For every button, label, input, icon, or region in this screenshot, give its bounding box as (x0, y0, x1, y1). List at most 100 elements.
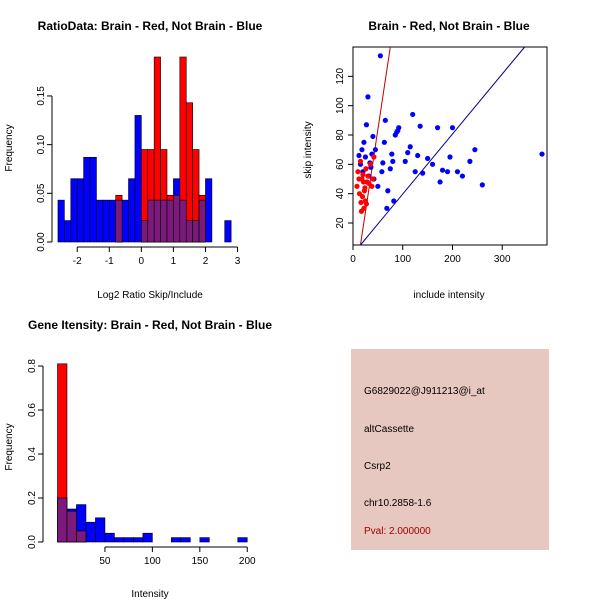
scatter-ylabel: skip intensity (303, 121, 314, 178)
ratio-histogram-bar-not-brain (108, 199, 116, 243)
intensity-histogram-bar-overlap (76, 530, 87, 543)
ratio-histogram-title: RatioData: Brain - Red, Not Brain - Blue (38, 19, 263, 33)
event-type-text: altCassette (364, 424, 415, 435)
ratio-histogram-ylabel: Frequency (4, 124, 15, 171)
scatter-y-tick-label: 60 (335, 158, 346, 170)
intensity-histogram-bar-not-brain (171, 537, 182, 543)
not-brain-fit-line (360, 46, 526, 246)
not-brain-point (472, 147, 478, 153)
ratio-histogram-panel: RatioData: Brain - Red, Not Brain - Blue… (4, 19, 263, 301)
ratio-histogram-y-tick-label: 0.10 (36, 134, 47, 154)
brain-point (354, 183, 360, 189)
ratio-histogram-bar-not-brain (134, 115, 142, 243)
ratio-histogram-axes: -2 -1 0 1 2 3 0.00 0.05 0.10 0.15 (36, 86, 241, 267)
intensity-histogram-x-tick-label: 150 (191, 556, 208, 567)
ratio-histogram-x-tick-label: 3 (235, 256, 241, 267)
not-brain-point (380, 160, 386, 166)
intensity-histogram-x-tick-label: 100 (144, 556, 161, 567)
intensity-histogram-xlabel: Intensity (131, 589, 168, 600)
not-brain-point (362, 154, 369, 160)
scatter-panel: Brain - Red, Not Brain - Blue 0 100 200 300… (303, 19, 548, 301)
intensity-histogram-y-tick-label: 0.8 (27, 359, 38, 373)
ratio-histogram-y-tick-label: 0.05 (36, 183, 47, 203)
not-brain-point (396, 125, 402, 131)
not-brain-point (459, 173, 466, 179)
ratio-histogram-bar-overlap (115, 199, 123, 243)
ratio-histogram-bar-overlap (192, 220, 200, 243)
brain-point (359, 194, 366, 200)
not-brain-point (370, 133, 376, 140)
intensity-histogram-bar-not-brain (114, 537, 125, 543)
not-brain-point (390, 158, 396, 164)
ratio-histogram-bar-not-brain (205, 178, 213, 243)
not-brain-point (417, 123, 423, 129)
ratio-histogram-bar-not-brain (102, 199, 110, 243)
not-brain-point (437, 179, 443, 185)
ratio-histogram-y-tick-label: 0.15 (36, 86, 47, 106)
not-brain-point (467, 158, 473, 164)
intensity-histogram-panel: Gene Itensity: Brain - Red, Not Brain - … (4, 318, 272, 600)
not-brain-point (420, 170, 426, 176)
intensity-histogram-bar-overlap (66, 510, 77, 543)
not-brain-point (384, 205, 390, 211)
not-brain-point (379, 169, 385, 175)
ratio-histogram-x-tick-label: 0 (139, 256, 145, 267)
ratio-histogram-bar-overlap (147, 199, 155, 243)
intensity-histogram-axes: 50 100 150 200 0.0 0.2 0.4 0.6 0.8 (27, 359, 256, 567)
ratio-histogram-bar-overlap (141, 220, 149, 243)
brain-point (365, 173, 371, 179)
intensity-histogram-bar-not-brain (95, 517, 106, 543)
not-brain-point (425, 155, 431, 162)
not-brain-point (375, 183, 381, 189)
brain-point (358, 199, 364, 206)
scatter-y-tick-label: 80 (335, 129, 346, 141)
not-brain-point (361, 139, 367, 145)
not-brain-point (405, 150, 411, 156)
ratio-histogram-bar-not-brain (76, 178, 84, 243)
scatter-x-tick-label: 0 (350, 254, 356, 265)
ratio-histogram-bar-not-brain (121, 199, 129, 243)
scatter-x-tick-label: 200 (444, 254, 461, 265)
not-brain-point (385, 188, 391, 194)
intensity-histogram-bar-not-brain (199, 537, 210, 543)
brain-point (363, 201, 370, 207)
ratio-histogram-y-tick-label: 0.00 (36, 232, 47, 252)
intensity-histogram-x-tick-label: 200 (239, 556, 256, 567)
brain-point (357, 158, 364, 164)
ratio-histogram-bar-not-brain (83, 156, 91, 243)
not-brain-point (387, 166, 393, 172)
intensity-histogram-bars (57, 363, 248, 543)
ratio-histogram-bar-not-brain (96, 199, 104, 243)
brain-fit-line (359, 46, 391, 246)
info-panel: G6829022@J911213@i_at altCassette Csrp2 … (351, 349, 549, 550)
not-brain-point (444, 169, 451, 175)
ratio-histogram-bar-not-brain (57, 199, 65, 243)
intensity-histogram-bar-not-brain (142, 532, 153, 543)
pval-text: Pval: 2.000000 (364, 526, 431, 537)
scatter-points (354, 53, 545, 214)
scatter-axes: 0 100 200 300 20 40 60 80 100 120 (335, 68, 511, 265)
not-brain-point (434, 125, 441, 131)
ratio-histogram-bar-not-brain (128, 178, 136, 243)
scatter-x-tick-label: 100 (394, 254, 411, 265)
brain-point (363, 166, 369, 172)
intensity-histogram-bar-not-brain (104, 532, 115, 543)
not-brain-point (365, 94, 371, 100)
intensity-histogram-bar-not-brain (180, 537, 191, 543)
intensity-histogram-y-tick-label: 0.0 (27, 535, 38, 549)
not-brain-point (439, 167, 446, 173)
ratio-histogram-bar-overlap (198, 199, 206, 243)
intensity-histogram-bar-overlap (57, 497, 68, 543)
ratio-histogram-bar-overlap (173, 194, 181, 243)
brain-point (371, 154, 377, 160)
ratio-histogram-bar-overlap (153, 199, 161, 243)
intensity-histogram-y-tick-label: 0.6 (27, 403, 38, 417)
brain-point (362, 185, 368, 191)
not-brain-point (363, 122, 370, 128)
ratio-histogram-bar-not-brain (224, 220, 232, 243)
brain-point (370, 176, 376, 182)
scatter-xlabel: include intensity (413, 290, 484, 301)
ratio-histogram-x-tick-label: -1 (105, 256, 114, 267)
not-brain-point (415, 152, 421, 159)
